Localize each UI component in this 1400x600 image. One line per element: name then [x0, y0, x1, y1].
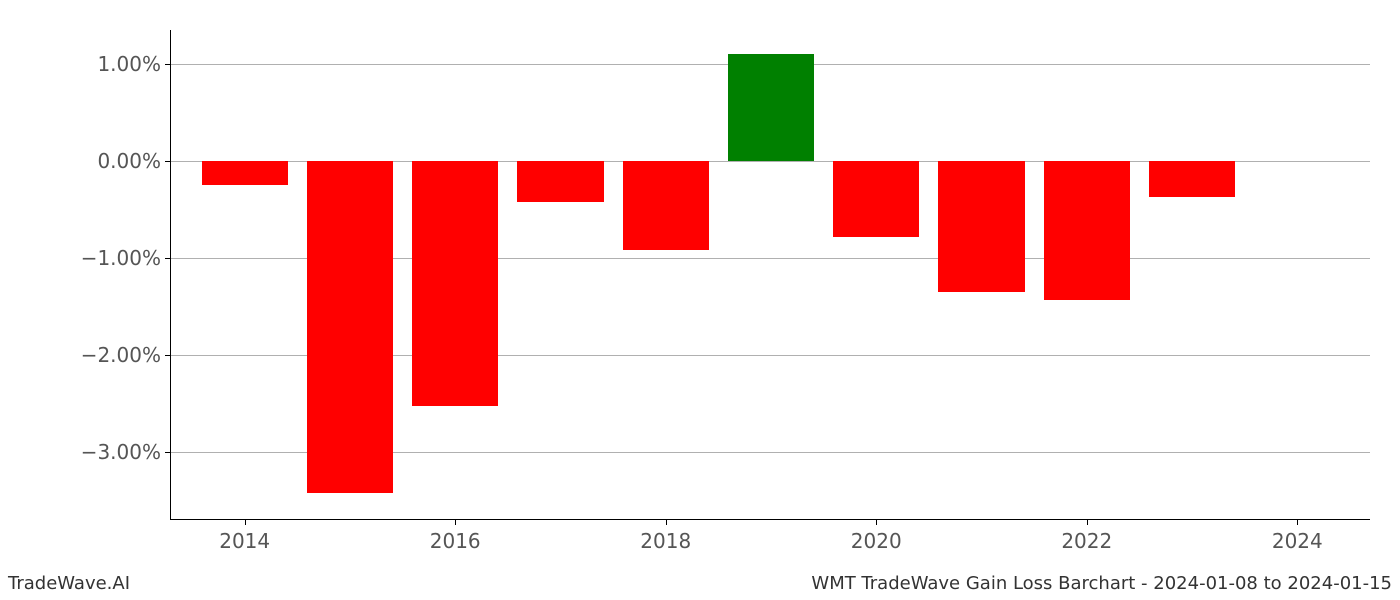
- y-tick-label: 1.00%: [97, 52, 171, 76]
- x-tick-label: 2018: [640, 519, 691, 553]
- footer-caption: WMT TradeWave Gain Loss Barchart - 2024-…: [811, 573, 1392, 594]
- plot-area: −3.00%−2.00%−1.00%0.00%1.00%201420162018…: [170, 30, 1370, 520]
- x-tick-label: 2024: [1272, 519, 1323, 553]
- footer-brand: TradeWave.AI: [8, 573, 130, 594]
- y-tick-label: −1.00%: [81, 246, 171, 270]
- bar: [833, 161, 919, 237]
- x-tick-label: 2022: [1061, 519, 1112, 553]
- bar: [728, 54, 814, 161]
- bar: [1044, 161, 1130, 300]
- gain-loss-barchart: −3.00% −2.00% −1.00% 0.00% 1.00% 2014 2016 2018…: [0, 0, 1400, 600]
- y-tick-label: 0.00%: [97, 149, 171, 173]
- bar: [202, 161, 288, 185]
- bar: [517, 161, 603, 202]
- bar: [307, 161, 393, 493]
- bar: [938, 161, 1024, 292]
- y-tick-label: −3.00%: [81, 440, 171, 464]
- bar: [1149, 161, 1235, 197]
- x-tick-label: 2016: [430, 519, 481, 553]
- y-tick-label: −2.00%: [81, 343, 171, 367]
- bar: [623, 161, 709, 250]
- x-tick-label: 2020: [851, 519, 902, 553]
- x-tick-label: 2014: [219, 519, 270, 553]
- bar: [412, 161, 498, 406]
